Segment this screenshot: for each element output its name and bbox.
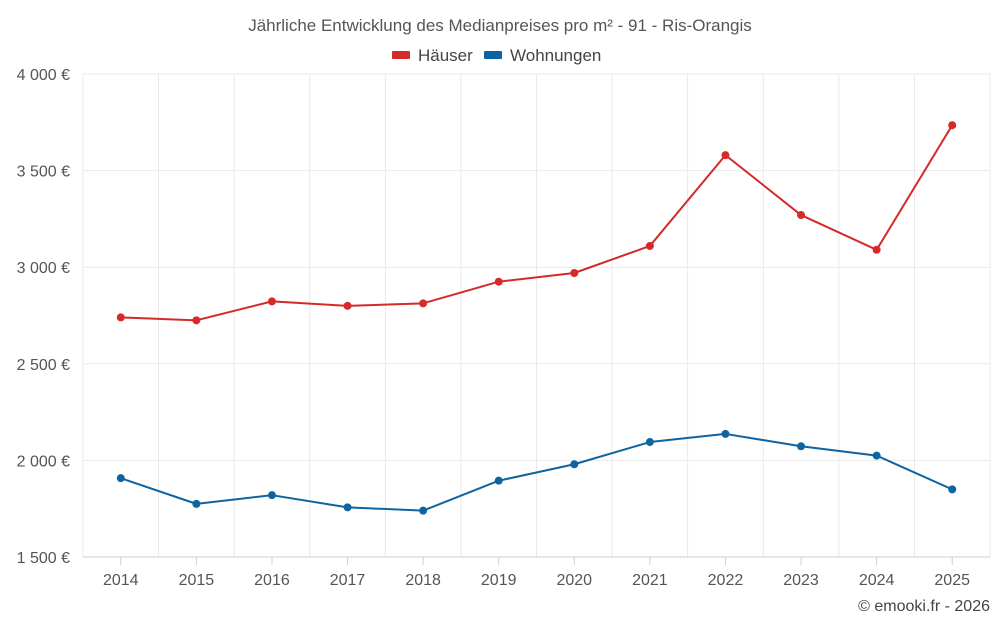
data-point-haeuser[interactable] (948, 121, 957, 130)
data-point-wohnungen[interactable] (116, 474, 125, 483)
legend-label-wohnungen: Wohnungen (510, 46, 601, 65)
x-tick-label: 2025 (934, 572, 970, 589)
data-point-haeuser[interactable] (267, 297, 276, 306)
y-axis: 1 500 € 2 000 € 2 500 € 3 000 € 3 500 € 4 000… (17, 67, 70, 567)
credit: © emooki.fr - 2026 (858, 598, 990, 615)
data-point-haeuser[interactable] (494, 277, 503, 286)
data-point-haeuser[interactable] (419, 299, 428, 308)
data-point-wohnungen[interactable] (494, 476, 503, 485)
x-tick-label: 2018 (405, 572, 441, 589)
data-point-wohnungen[interactable] (419, 506, 428, 515)
x-tick-label: 2022 (708, 572, 744, 589)
chart-title: Jährliche Entwicklung des Medianpreises … (248, 16, 752, 35)
data-point-haeuser[interactable] (721, 151, 730, 160)
data-point-wohnungen[interactable] (343, 503, 352, 512)
data-point-haeuser[interactable] (116, 313, 125, 322)
x-tick-label: 2017 (330, 572, 366, 589)
data-point-haeuser[interactable] (872, 245, 881, 254)
data-point-haeuser[interactable] (797, 211, 806, 220)
x-tick-label: 2024 (859, 572, 895, 589)
x-tick-label: 2016 (254, 572, 290, 589)
x-tick-label: 2023 (783, 572, 819, 589)
x-tick-label: 2020 (556, 572, 592, 589)
data-point-wohnungen[interactable] (192, 499, 201, 508)
series-haeuser (116, 121, 957, 325)
data-point-wohnungen[interactable] (570, 460, 579, 469)
series (116, 121, 957, 515)
data-point-haeuser[interactable] (343, 301, 352, 310)
data-point-wohnungen[interactable] (872, 451, 881, 460)
legend: Häuser Wohnungen (392, 46, 601, 65)
data-point-wohnungen[interactable] (797, 442, 806, 451)
data-point-wohnungen[interactable] (721, 429, 730, 438)
x-tick-label: 2019 (481, 572, 517, 589)
x-tick-label: 2014 (103, 572, 139, 589)
data-point-wohnungen[interactable] (948, 485, 957, 494)
x-tick-label: 2015 (179, 572, 215, 589)
series-line-wohnungen (120, 432, 953, 512)
data-point-wohnungen[interactable] (267, 491, 276, 500)
legend-swatch-haeuser (392, 51, 410, 59)
series-line-haeuser (120, 124, 954, 322)
legend-swatch-wohnungen (484, 51, 502, 59)
data-point-haeuser[interactable] (570, 268, 579, 277)
y-tick-label: 3 500 € (17, 164, 70, 181)
legend-item-haeuser[interactable]: Häuser (392, 46, 473, 65)
data-point-haeuser[interactable] (645, 241, 654, 250)
legend-item-wohnungen[interactable]: Wohnungen (484, 46, 601, 65)
x-tick-label: 2021 (632, 572, 668, 589)
series-wohnungen (116, 429, 957, 515)
grid (82, 73, 991, 558)
y-tick-label: 2 500 € (17, 357, 70, 374)
y-tick-label: 3 000 € (17, 260, 70, 277)
x-axis: 2014 2015 2016 2017 2018 2019 2020 2021 2022 2023… (103, 557, 970, 589)
data-point-haeuser[interactable] (192, 316, 201, 325)
y-tick-label: 2 000 € (17, 453, 70, 470)
y-tick-label: 4 000 € (17, 67, 70, 84)
y-tick-label: 1 500 € (17, 550, 70, 567)
data-point-wohnungen[interactable] (645, 438, 654, 447)
legend-label-haeuser: Häuser (418, 46, 473, 65)
